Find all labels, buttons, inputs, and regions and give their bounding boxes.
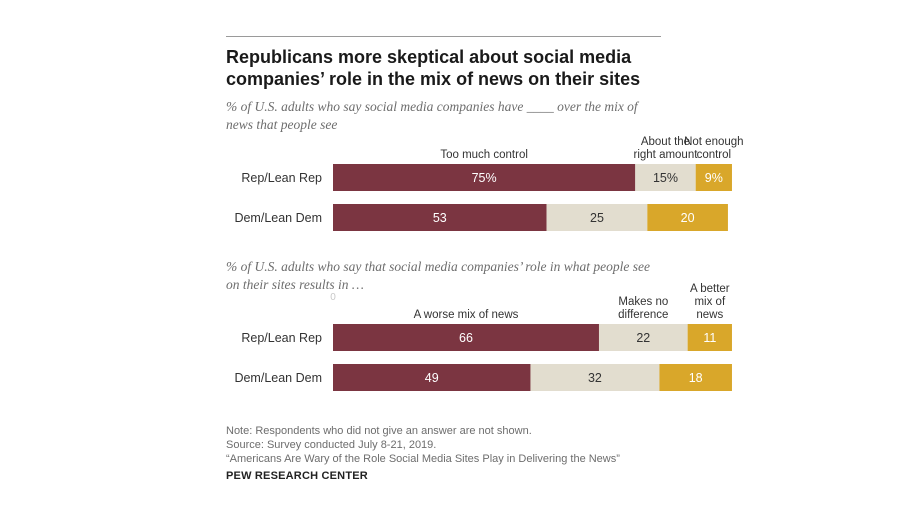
series-label: right amount [634, 149, 699, 161]
data-label: 11 [703, 331, 716, 345]
data-label: 20 [681, 211, 695, 225]
series-label: A worse mix of news [414, 309, 519, 321]
series-label: mix of [694, 296, 725, 308]
series-label: Not enough [684, 136, 743, 148]
series-label: control [697, 149, 732, 161]
footer-source: Source: Survey conducted July 8-21, 2019… [226, 439, 437, 451]
data-label: 18 [689, 371, 703, 385]
bar-segment [598, 324, 688, 351]
series-label: news [696, 309, 723, 321]
data-label: 49 [425, 371, 439, 385]
series-label: A better [690, 283, 730, 295]
series-label: difference [618, 309, 668, 321]
data-label: 32 [588, 371, 602, 385]
category-label: Rep/Lean Rep [241, 331, 322, 345]
axis-zero-label: 0 [330, 292, 336, 303]
bar-segment [530, 364, 660, 391]
bar-segment [333, 204, 547, 231]
series-label: Makes no [618, 296, 668, 308]
bar-segment [687, 324, 732, 351]
panel2-subtitle: % of U.S. adults who say that social med… [226, 259, 650, 292]
bar-segment [635, 164, 696, 191]
chart-title: Republicans more skeptical about social … [226, 47, 641, 89]
bar-segment [647, 204, 728, 231]
footer-note: Note: Respondents who did not give an an… [226, 425, 532, 437]
top-rule [226, 36, 661, 37]
bar-segment [333, 364, 531, 391]
data-label: 22 [636, 331, 650, 345]
series-label: Too much control [440, 149, 528, 161]
bar-segment [546, 204, 648, 231]
category-label: Rep/Lean Rep [241, 171, 322, 185]
category-label: Dem/Lean Dem [234, 371, 322, 385]
data-label: 66 [459, 331, 473, 345]
bar-segment [695, 164, 732, 191]
bar-segment [659, 364, 732, 391]
panel1-subtitle: % of U.S. adults who say social media co… [226, 99, 638, 132]
bar-segment [333, 324, 599, 351]
source-org: PEW RESEARCH CENTER [226, 470, 368, 482]
data-label: 25 [590, 211, 604, 225]
bar-segment [333, 164, 636, 191]
data-label: 75% [472, 171, 497, 185]
data-label: 9% [705, 171, 723, 185]
data-label: 53 [433, 211, 447, 225]
series-label: About the [641, 136, 690, 148]
data-label: 15% [653, 171, 678, 185]
category-label: Dem/Lean Dem [234, 211, 322, 225]
footer-report-title: “Americans Are Wary of the Role Social M… [226, 453, 620, 465]
